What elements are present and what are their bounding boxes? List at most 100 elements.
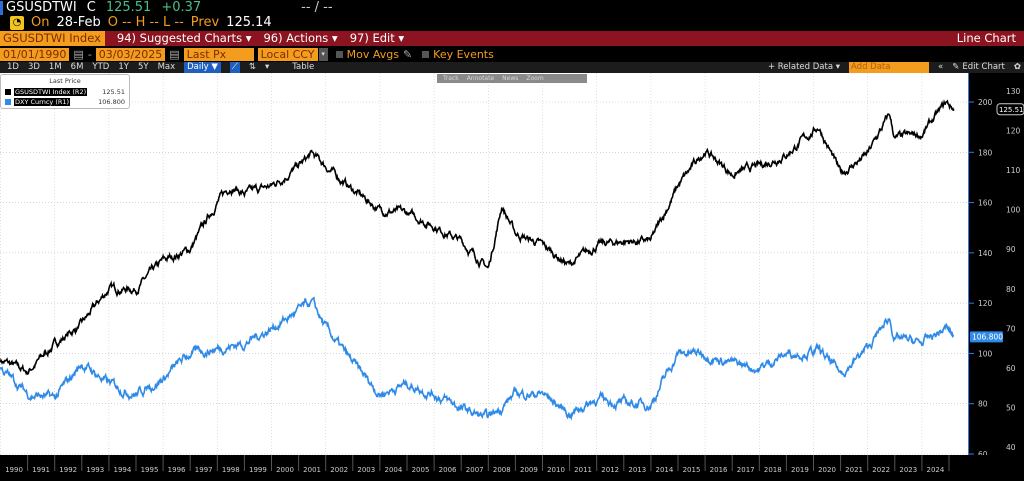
controls-row: 01/01/1990 ▤ - 03/03/2025 ▤ Last Px Loca…: [0, 47, 1024, 62]
r1-tick-label: 180: [978, 148, 993, 157]
x-tick-label: 2000: [276, 466, 294, 474]
x-axis-band: [0, 455, 1024, 481]
legend-swatch: [5, 89, 11, 95]
x-tick-label: 1999: [249, 466, 267, 474]
legend: Last Price GSUSDTWI Index (R2) 125.51 DX…: [0, 74, 130, 109]
line-chart-icon[interactable]: ⟋: [229, 62, 240, 73]
r1-tick-label: 140: [978, 249, 993, 258]
frequency-select[interactable]: Daily ▼: [184, 62, 221, 73]
suggested-charts-menu[interactable]: 94) Suggested Charts ▾: [116, 31, 252, 45]
r2-tick-label: 70: [1006, 324, 1016, 333]
chart-toolbar: Track Annotate News Zoom: [437, 74, 587, 83]
period-5y[interactable]: 5Y: [137, 62, 149, 72]
legend-item[interactable]: DXY Curncy (R1) 106.800: [5, 98, 125, 106]
x-tick-label: 2021: [845, 466, 863, 474]
focus-marker: [0, 0, 3, 15]
x-tick-label: 1990: [5, 466, 23, 474]
r1-tick-label: 60: [978, 450, 988, 459]
legend-label: GSUSDTWI Index (R2): [14, 88, 88, 96]
r1-tick-label: 120: [978, 299, 993, 308]
date-separator: -: [87, 48, 92, 61]
on-label: On: [31, 15, 50, 30]
x-tick-label: 2020: [818, 466, 836, 474]
edit-chart-button[interactable]: Edit Chart: [962, 62, 1005, 72]
x-tick-label: 1994: [113, 466, 131, 474]
legend-swatch: [5, 99, 11, 105]
add-data-input[interactable]: Add Data: [849, 62, 930, 73]
period-ytd[interactable]: YTD: [92, 62, 110, 72]
pencil-icon[interactable]: ✎: [952, 62, 960, 72]
collapse-icon[interactable]: «: [938, 62, 944, 72]
bar-style-icon[interactable]: ⇅: [248, 62, 256, 72]
x-tick-label: 2003: [357, 466, 375, 474]
x-tick-label: 2002: [330, 466, 348, 474]
r2-tick-label: 90: [1006, 245, 1016, 254]
last-price: 125.51: [105, 0, 152, 15]
security-input[interactable]: GSUSDTWI Index: [0, 31, 105, 46]
x-tick-label: 2005: [412, 466, 430, 474]
table-button[interactable]: Table: [292, 62, 315, 72]
x-tick-label: 2009: [520, 466, 538, 474]
currency-select[interactable]: Local CCY: [257, 48, 318, 61]
period-1m[interactable]: 1M: [48, 62, 62, 72]
field-select[interactable]: Last Px: [183, 48, 254, 61]
pencil-icon[interactable]: ✎: [402, 48, 413, 61]
period-max[interactable]: Max: [157, 62, 176, 72]
r2-tick-label: 100: [1006, 206, 1021, 215]
x-tick-label: 2022: [872, 466, 890, 474]
end-date-input[interactable]: 03/03/2025: [95, 48, 166, 61]
chevron-down-icon[interactable]: ▾: [264, 62, 270, 72]
r1-tick-label: 100: [978, 349, 993, 358]
chart-area[interactable]: 200 180 160 140 120 100 80 60 130 120 110 100 90 80 70…: [0, 73, 1024, 481]
period-bar: 1D 3D 1M 6M YTD 1Y 5Y Max Daily ▼ ⟋ ⇅ ▾ …: [0, 62, 1024, 73]
mov-avgs-checkbox[interactable]: [335, 51, 343, 58]
x-tick-label: 1995: [141, 466, 159, 474]
annotate-button[interactable]: Annotate: [466, 75, 495, 82]
gear-icon[interactable]: ✿: [1013, 62, 1021, 72]
last-value-tag: [996, 103, 1024, 116]
ohlc-values: O -- H -- L --: [107, 15, 184, 30]
last-value-label: 106.800: [972, 332, 1003, 341]
key-events-label[interactable]: Key Events: [433, 48, 494, 61]
x-tick-label: 2007: [466, 466, 484, 474]
r1-tick-label: 160: [978, 199, 993, 208]
x-tick-label: 2024: [926, 466, 944, 474]
x-tick-label: 2023: [899, 466, 917, 474]
chevron-down-icon[interactable]: ▾: [318, 48, 328, 61]
zoom-button[interactable]: Zoom: [526, 75, 544, 82]
track-button[interactable]: Track: [443, 75, 459, 82]
x-tick-label: 2013: [628, 466, 646, 474]
r1-tick-label: 200: [978, 98, 993, 107]
mov-avgs-label[interactable]: Mov Avgs: [346, 48, 399, 61]
x-tick-label: 1997: [195, 466, 213, 474]
news-button[interactable]: News: [502, 75, 519, 82]
start-date-input[interactable]: 01/01/1990: [0, 48, 70, 61]
key-events-checkbox[interactable]: [422, 51, 430, 58]
x-tick-label: 2014: [655, 466, 673, 474]
calendar-icon[interactable]: ▤: [73, 48, 84, 61]
period-3d[interactable]: 3D: [27, 62, 40, 72]
actions-menu[interactable]: 96) Actions ▾: [263, 31, 338, 45]
axis-panel: [968, 73, 1024, 455]
x-tick-label: 2018: [764, 466, 782, 474]
calendar-icon[interactable]: ▤: [169, 48, 180, 61]
x-tick-label: 1992: [59, 466, 77, 474]
gauge-icon[interactable]: ◔: [10, 16, 24, 30]
ticker: GSUSDTWI: [6, 0, 77, 15]
x-tick-label: 1998: [222, 466, 240, 474]
r2-tick-label: 50: [1006, 403, 1016, 412]
legend-item[interactable]: GSUSDTWI Index (R2) 125.51: [5, 88, 125, 96]
x-tick-label: 2019: [791, 466, 809, 474]
x-tick-label: 1993: [86, 466, 104, 474]
period-1d[interactable]: 1D: [7, 62, 19, 72]
x-tick-label: 2001: [303, 466, 321, 474]
prev-label: Prev: [190, 15, 220, 30]
period-6m[interactable]: 6M: [70, 62, 84, 72]
x-tick-label: 2012: [601, 466, 619, 474]
series-line-dxy: [0, 296, 955, 421]
period-1y[interactable]: 1Y: [118, 62, 129, 72]
related-data-button[interactable]: + Related Data ▾: [767, 62, 841, 72]
legend-title: Last Price: [49, 77, 81, 85]
edit-menu[interactable]: 97) Edit ▾: [349, 31, 405, 45]
x-tick-label: 2006: [439, 466, 457, 474]
